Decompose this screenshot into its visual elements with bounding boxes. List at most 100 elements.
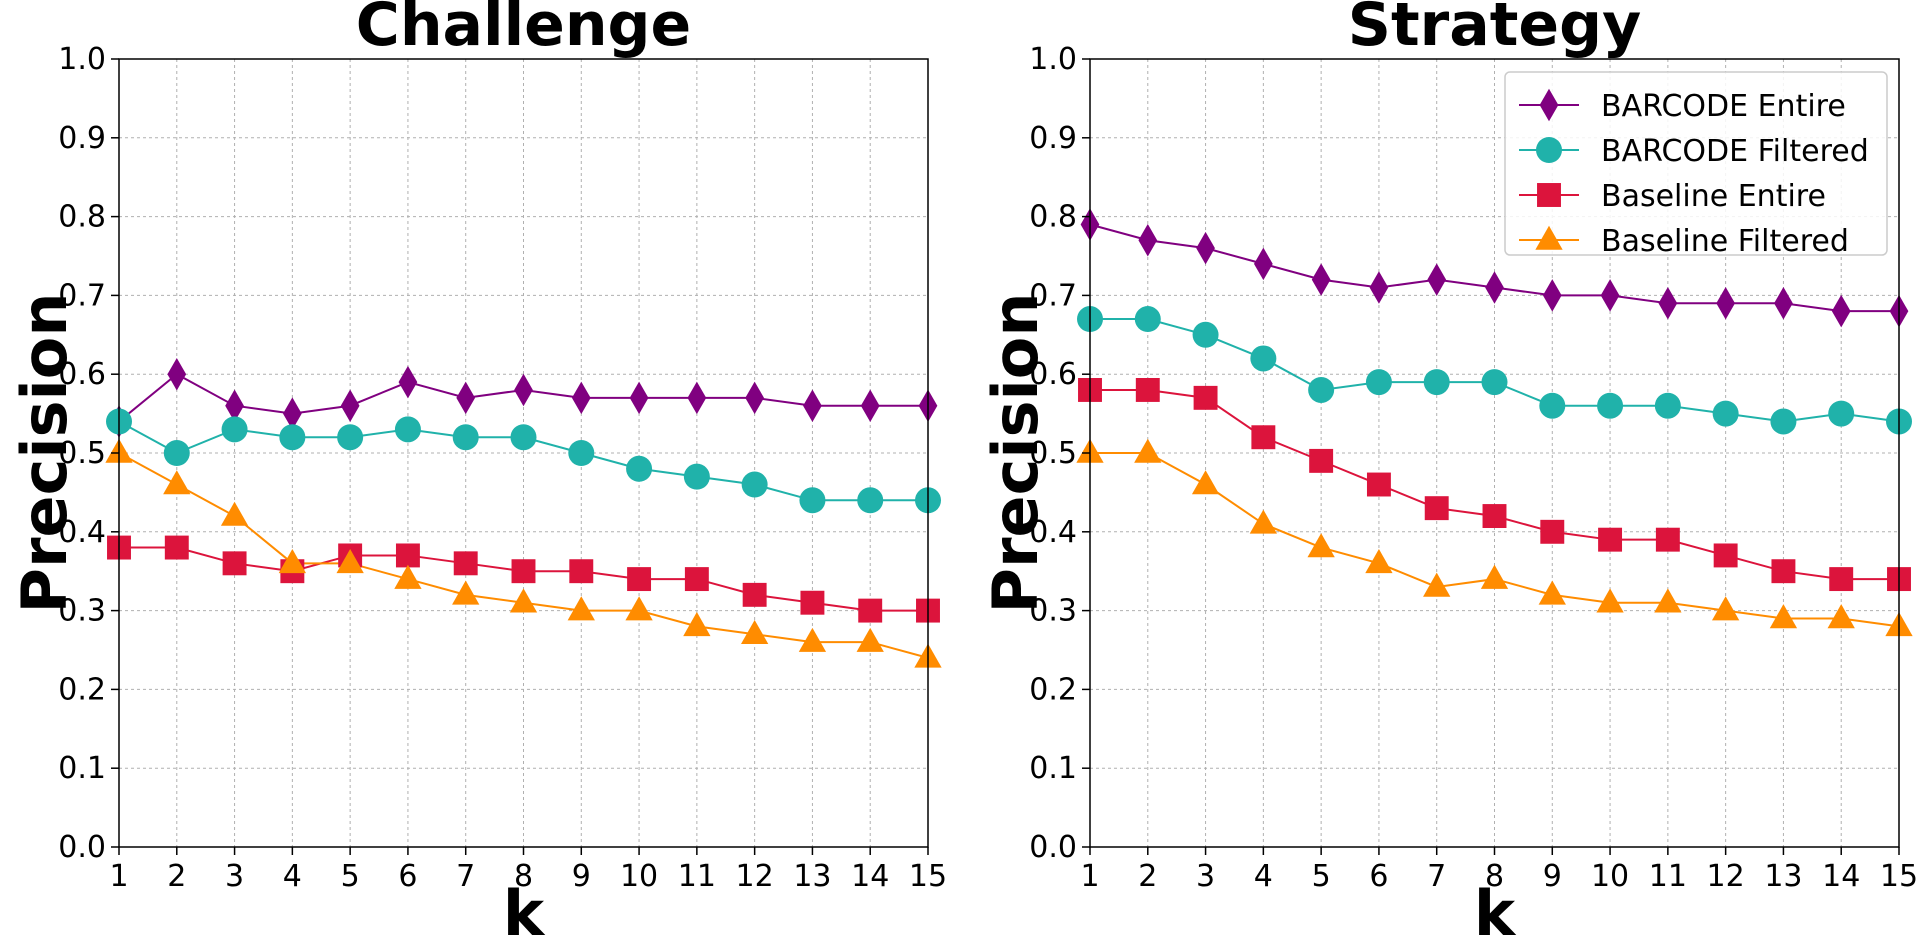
data-point-barcode-entire (398, 365, 418, 399)
data-point-baseline-filtered (567, 596, 595, 621)
data-point-baseline-filtered (1769, 604, 1798, 629)
y-tick-label: 0.3 (58, 594, 106, 629)
x-tick-label: 4 (1254, 859, 1273, 894)
y-tick-label: 0.9 (1029, 121, 1077, 156)
data-point-baseline-entire (395, 543, 420, 568)
data-point-barcode-filtered (1770, 408, 1797, 435)
x-tick-label: 15 (909, 859, 947, 894)
data-point-baseline-filtered (452, 580, 480, 605)
legend-label: Baseline Filtered (1601, 224, 1849, 259)
legend-marker-baseline-entire (1537, 183, 1561, 207)
x-axis-label: k (1474, 877, 1517, 944)
data-point-baseline-entire (1829, 567, 1854, 592)
data-point-barcode-filtered (741, 471, 768, 498)
data-point-barcode-filtered (1828, 400, 1855, 427)
legend: BARCODE Entire BARCODE Filtered Baseline… (1504, 71, 1888, 259)
data-point-barcode-filtered (394, 416, 421, 443)
x-tick-label: 13 (1764, 859, 1802, 894)
chart-title: Strategy (1348, 0, 1641, 60)
axis-ticks: 1 2 3 4 5 6 7 8 9 10 11 12 13 14 150.00.10.20.30.40.50… (1029, 42, 1918, 894)
x-tick-label: 6 (398, 859, 417, 894)
data-point-baseline-entire (627, 567, 652, 592)
y-tick-label: 0.4 (58, 515, 106, 550)
y-tick-label: 0.5 (58, 436, 106, 471)
data-point-barcode-entire (687, 381, 707, 415)
x-tick-label: 3 (1196, 859, 1215, 894)
x-tick-label: 8 (514, 859, 533, 894)
legend-label: BARCODE Entire (1601, 89, 1846, 124)
data-point-baseline-entire (1309, 448, 1334, 473)
data-point-baseline-entire (1424, 496, 1449, 521)
y-tick-label: 0.3 (1029, 594, 1077, 629)
data-point-baseline-filtered (1365, 549, 1393, 574)
data-point-barcode-filtered (1365, 369, 1392, 396)
y-tick-label: 0.0 (58, 830, 106, 865)
data-point-barcode-filtered (221, 416, 248, 443)
data-point-baseline-filtered (625, 596, 653, 621)
y-tick-label: 0.2 (58, 672, 106, 707)
x-axis-label: k (503, 877, 546, 944)
data-point-baseline-filtered (1596, 588, 1624, 613)
data-point-baseline-filtered (856, 627, 884, 652)
data-point-barcode-filtered (683, 463, 710, 490)
data-point-barcode-filtered (568, 440, 595, 466)
data-point-baseline-entire (1598, 527, 1623, 552)
y-tick-label: 0.7 (1029, 278, 1077, 313)
data-point-baseline-filtered (1191, 470, 1220, 495)
data-point-barcode-filtered (510, 424, 537, 451)
data-point-baseline-filtered (1711, 596, 1740, 621)
y-tick-label: 1.0 (1029, 42, 1077, 77)
x-tick-label: 9 (1543, 859, 1562, 894)
x-tick-label: 12 (736, 859, 774, 894)
data-point-barcode-filtered (279, 424, 306, 451)
y-tick-label: 0.9 (58, 121, 106, 156)
data-point-baseline-entire (1135, 378, 1160, 402)
data-point-baseline-entire (569, 559, 594, 584)
data-point-barcode-entire (1658, 287, 1678, 320)
data-point-barcode-entire (456, 381, 476, 415)
data-point-baseline-filtered (1480, 564, 1509, 589)
x-tick-label: 7 (456, 859, 475, 894)
data-point-barcode-filtered (337, 424, 364, 451)
grid-lines (118, 58, 929, 848)
data-point-barcode-filtered (857, 487, 884, 514)
data-point-baseline-filtered (683, 612, 711, 637)
data-point-baseline-filtered (1538, 580, 1566, 605)
x-tick-label: 14 (851, 859, 889, 894)
x-tick-label: 10 (1591, 859, 1629, 894)
data-point-barcode-entire (340, 389, 360, 422)
chart-panel-challenge: 1 2 3 4 5 6 7 8 9 10 11 12 13 14 150.00.10.20.30.40.50… (8, 0, 947, 944)
data-point-baseline-filtered (1654, 588, 1682, 613)
y-tick-label: 0.8 (1029, 200, 1077, 235)
data-point-barcode-entire (514, 373, 533, 407)
data-point-baseline-entire (1713, 543, 1738, 568)
data-point-barcode-filtered (799, 487, 826, 514)
data-point-barcode-entire (1485, 271, 1504, 304)
data-point-baseline-filtered (1423, 572, 1451, 597)
x-tick-label: 7 (1427, 859, 1446, 894)
y-tick-label: 0.5 (1029, 436, 1077, 471)
data-point-barcode-entire (1138, 223, 1158, 257)
x-tick-label: 11 (678, 859, 716, 894)
x-tick-label: 8 (1485, 859, 1504, 894)
y-tick-label: 0.7 (58, 278, 106, 313)
data-point-baseline-entire (1771, 559, 1796, 584)
data-point-baseline-entire (1251, 425, 1276, 450)
data-point-baseline-filtered (798, 627, 827, 652)
data-point-baseline-entire (1540, 519, 1565, 544)
data-point-barcode-entire (860, 389, 880, 422)
data-point-barcode-filtered (163, 440, 190, 466)
data-point-baseline-entire (164, 535, 189, 560)
chart-panel-strategy: 1 2 3 4 5 6 7 8 9 10 11 12 13 14 150.00.10.20.30.40.50… (979, 0, 1918, 944)
data-point-baseline-entire (1482, 504, 1507, 528)
data-point-barcode-filtered (1481, 369, 1508, 396)
data-point-barcode-entire (1831, 294, 1851, 328)
x-tick-label: 11 (1649, 859, 1687, 894)
x-tick-label: 1 (1080, 859, 1099, 894)
data-point-barcode-filtered (1134, 306, 1161, 333)
data-point-barcode-entire (629, 381, 649, 415)
data-point-barcode-entire (1542, 279, 1562, 312)
data-point-baseline-filtered (1134, 438, 1162, 463)
data-point-barcode-entire (225, 389, 244, 422)
